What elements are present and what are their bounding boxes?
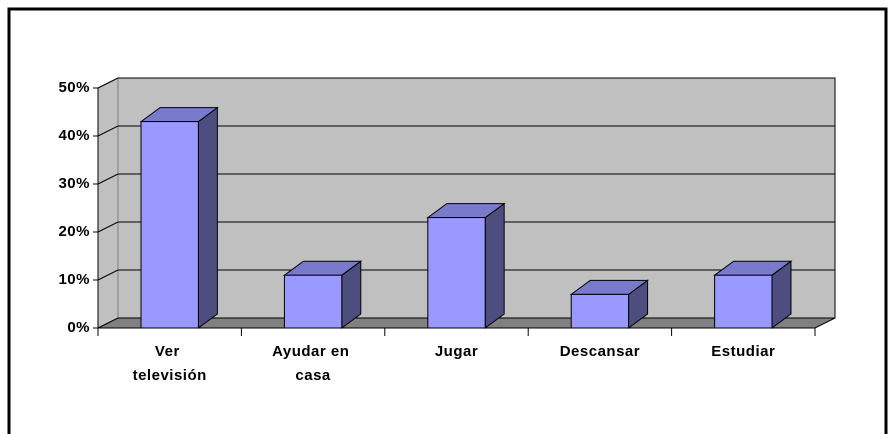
grid-line [97, 221, 835, 233]
bar-front [570, 293, 630, 329]
bar [569, 279, 650, 329]
x-tick-label: Estudiar [711, 343, 775, 360]
x-tick-label: Ver televisión [133, 343, 207, 384]
x-tick-label: Ayudar en casa [272, 343, 354, 384]
bar-front [427, 217, 486, 329]
bar [282, 260, 363, 329]
bar-front [714, 274, 773, 329]
y-tick-label: 0% [67, 319, 90, 336]
grid-line [97, 77, 835, 89]
x-tick-label: Descansar [560, 343, 640, 360]
bar [426, 202, 506, 329]
x-tick-label: Jugar [435, 343, 478, 360]
grid-line [97, 173, 835, 185]
bar-side [197, 106, 218, 329]
bar-side [484, 202, 505, 329]
bar-front [140, 121, 199, 329]
y-tick-label: 10% [58, 271, 90, 288]
side-wall [97, 77, 119, 329]
y-tick-label: 40% [58, 127, 90, 144]
grid-line [97, 269, 835, 281]
bar-front [283, 274, 343, 329]
grid-line [97, 125, 835, 137]
y-tick-label: 30% [58, 175, 90, 192]
bar [713, 260, 793, 329]
y-tick-label: 50% [58, 79, 90, 96]
bar [139, 106, 219, 329]
y-tick-label: 20% [58, 223, 90, 240]
